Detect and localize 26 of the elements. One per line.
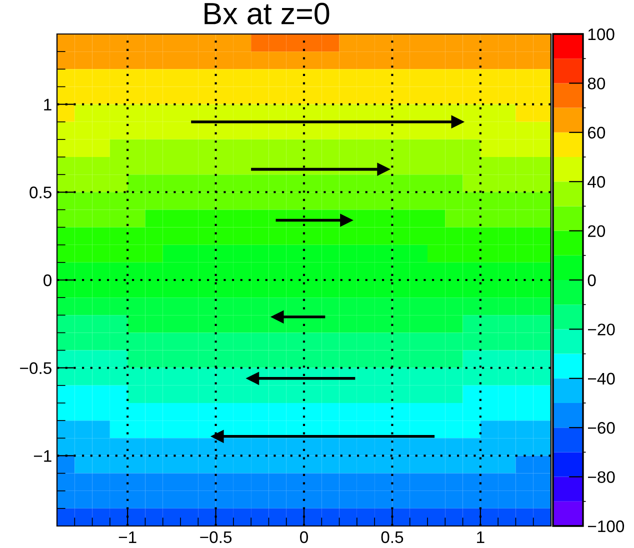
point: [451, 116, 464, 128]
color-bar-label: 100: [588, 28, 614, 40]
color-bar-label: −100: [588, 520, 624, 532]
point: [246, 372, 260, 385]
color-bar-label: 60: [588, 126, 606, 139]
color-bar-label: −80: [588, 471, 615, 484]
y-tick-label: −0.5: [20, 362, 52, 374]
x-tick-label: 1: [477, 531, 484, 543]
y-tick-label: −1: [34, 450, 52, 462]
x-tick-label: 0.5: [381, 531, 404, 544]
color-bar-label: −40: [588, 372, 615, 385]
point: [211, 430, 224, 443]
chart-title: Bx at z=0: [204, 2, 330, 24]
point: [271, 310, 284, 324]
color-bar-label: 40: [588, 176, 606, 188]
y-tick-label: 0.5: [30, 186, 52, 198]
color-bar-label: 20: [588, 225, 606, 238]
color-bar-label: −20: [588, 324, 615, 336]
x-tick-label: 0: [300, 531, 308, 544]
x-tick-label: −0.5: [200, 531, 232, 544]
x-tick-label: −1: [118, 531, 136, 543]
color-bar-label: −60: [588, 422, 615, 434]
y-tick-label: 0: [44, 274, 52, 286]
color-bar-label: 80: [588, 78, 606, 90]
color-bar-label: 0: [588, 274, 596, 286]
y-tick-label: 1: [44, 98, 52, 110]
